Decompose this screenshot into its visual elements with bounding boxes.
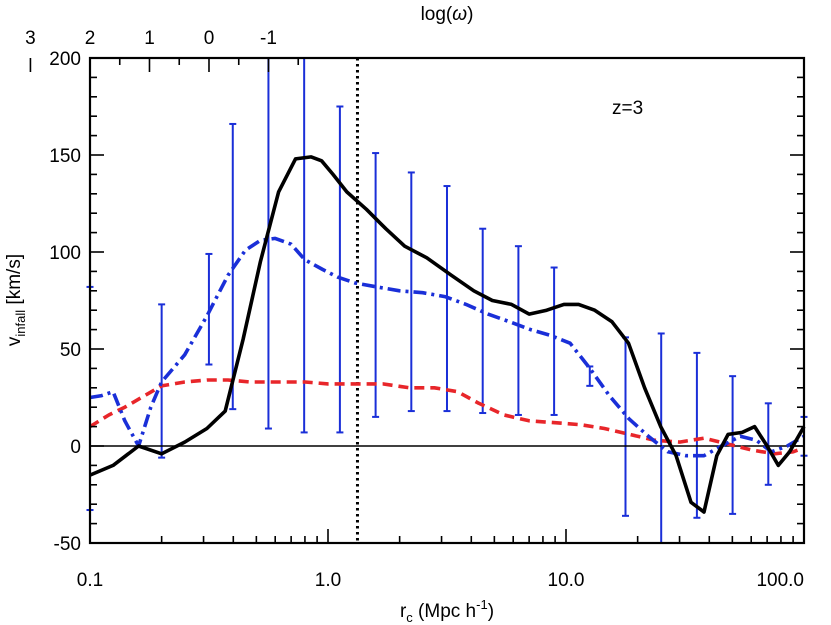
x-tick-label: 0.1: [77, 570, 103, 591]
x-tick-label: 10.0: [548, 570, 585, 591]
y-tick-label: 150: [49, 146, 81, 167]
top-tick-label: -1: [260, 28, 277, 49]
plot-frame: [88, 56, 806, 545]
x-tick-label: 100.0: [756, 570, 804, 591]
top-tick-label: 3: [25, 28, 36, 49]
series-solid-line: [89, 155, 806, 514]
top-axis-title: log(ω): [421, 4, 474, 25]
x-axis-title: rc (Mpc h-1): [400, 597, 494, 625]
y-axis-title: vinfall [km/s]: [4, 254, 28, 346]
y-tick-label: 50: [60, 340, 81, 361]
top-tick-label: 1: [144, 28, 155, 49]
redshift-annotation: z=3: [612, 98, 643, 119]
top-tick-label: 2: [85, 28, 96, 49]
y-tick-label: -50: [54, 534, 81, 555]
y-tick-label: 100: [49, 243, 81, 264]
series-dashed-line: [89, 378, 805, 456]
top-tick-label: 0: [204, 28, 215, 49]
series-dashdot-line: [89, 236, 805, 458]
y-tick-label: 200: [49, 49, 81, 70]
y-tick-label: 0: [70, 437, 81, 458]
errorbar-group: [86, 57, 808, 543]
series-group: [89, 155, 806, 514]
x-tick-label: 1.0: [315, 570, 341, 591]
reference-lines: [90, 58, 804, 543]
